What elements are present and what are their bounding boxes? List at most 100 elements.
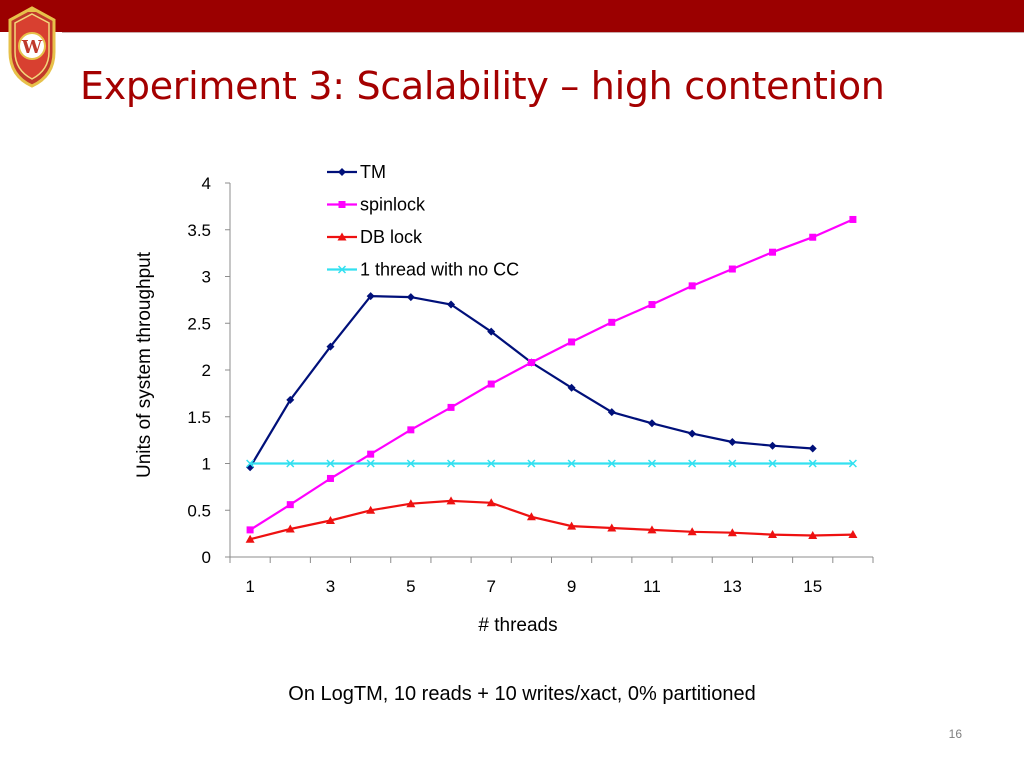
x-axis-title: # threads — [478, 615, 557, 636]
y-tick-label: 4 — [202, 174, 211, 193]
series-tm — [246, 292, 817, 472]
university-crest-logo: W — [8, 6, 56, 88]
legend-item: TM — [327, 162, 386, 182]
data-point — [447, 459, 456, 468]
data-point — [567, 459, 576, 468]
data-point — [607, 459, 616, 468]
y-tick-label: 0.5 — [187, 501, 211, 520]
series-spinlock — [246, 215, 857, 534]
data-point — [648, 301, 656, 309]
data-point — [808, 530, 818, 539]
chart-axes: 00.511.522.533.541 3 5 7 9 11 13 15 — [187, 174, 874, 596]
data-point — [848, 459, 857, 468]
series-db-lock — [245, 496, 858, 543]
data-point — [809, 233, 817, 241]
crest-letter: W — [21, 37, 43, 58]
data-point — [647, 459, 656, 468]
y-tick-label: 3.5 — [187, 221, 211, 240]
top-banner — [0, 0, 1024, 32]
data-point — [688, 429, 697, 438]
x-tick-label: 13 — [723, 577, 742, 596]
data-point — [286, 459, 295, 468]
data-point — [728, 437, 737, 446]
data-point — [366, 292, 375, 301]
data-point — [607, 408, 616, 417]
x-tick-label: 3 — [326, 577, 335, 596]
y-tick-label: 3 — [202, 268, 211, 287]
data-point — [245, 534, 255, 543]
data-point — [768, 459, 777, 468]
legend-label: TM — [360, 162, 386, 182]
data-point — [527, 359, 535, 367]
data-point — [608, 318, 616, 326]
x-tick-label: 1 — [245, 577, 254, 596]
data-point — [728, 459, 737, 468]
legend-marker — [338, 168, 346, 176]
series-line — [249, 218, 854, 531]
data-point — [808, 444, 817, 453]
x-tick-label: 15 — [803, 577, 822, 596]
y-tick-label: 2 — [202, 361, 211, 380]
legend-item: spinlock — [327, 195, 426, 215]
data-point — [567, 521, 577, 530]
data-point — [647, 525, 657, 534]
data-point — [246, 459, 255, 468]
x-tick-label: 9 — [567, 577, 576, 596]
data-point — [567, 383, 576, 392]
data-point — [366, 505, 376, 514]
x-tick-label: 5 — [406, 577, 415, 596]
data-point — [447, 300, 456, 309]
x-tick-label: 11 — [643, 577, 661, 596]
data-point — [487, 459, 496, 468]
data-point — [768, 530, 778, 539]
data-point — [286, 395, 295, 404]
data-point — [688, 459, 697, 468]
data-point — [447, 403, 455, 411]
x-tick-label: 7 — [486, 577, 495, 596]
data-point — [688, 282, 696, 290]
chart-series — [245, 215, 858, 543]
banner-divider — [62, 32, 1024, 33]
data-point — [527, 459, 536, 468]
data-point — [768, 441, 777, 450]
data-point — [407, 426, 415, 434]
data-point — [406, 499, 416, 508]
data-point — [366, 459, 375, 468]
data-point — [808, 459, 817, 468]
data-point — [406, 293, 415, 302]
data-point — [325, 516, 335, 525]
y-tick-label: 1.5 — [187, 408, 211, 427]
data-point — [487, 327, 496, 336]
data-point — [728, 265, 736, 273]
legend-item: DB lock — [327, 227, 423, 247]
y-tick-label: 1 — [202, 455, 211, 474]
series-line — [249, 294, 813, 468]
data-point — [487, 380, 495, 388]
data-point — [285, 524, 295, 533]
y-tick-label: 0 — [202, 548, 211, 567]
data-point — [486, 498, 496, 507]
legend-label: spinlock — [360, 195, 426, 215]
data-point — [687, 527, 697, 536]
data-point — [769, 248, 777, 256]
series-line — [249, 499, 853, 541]
data-point — [367, 450, 375, 458]
page-number: 16 — [948, 727, 962, 741]
legend-marker — [337, 265, 347, 274]
data-point — [849, 215, 857, 223]
data-point — [568, 338, 576, 346]
data-point — [326, 342, 335, 351]
legend-item: 1 thread with no CC — [327, 260, 519, 280]
legend-label: 1 thread with no CC — [360, 260, 519, 280]
data-point — [326, 474, 334, 482]
data-point — [647, 419, 656, 428]
data-point — [727, 528, 737, 537]
data-point — [607, 523, 617, 532]
data-point — [848, 530, 858, 539]
y-axis-title: Units of system throughput — [134, 251, 155, 478]
data-point — [406, 459, 415, 468]
data-point — [286, 501, 294, 509]
slide-title: Experiment 3: Scalability – high content… — [80, 64, 885, 108]
data-point — [526, 512, 536, 521]
